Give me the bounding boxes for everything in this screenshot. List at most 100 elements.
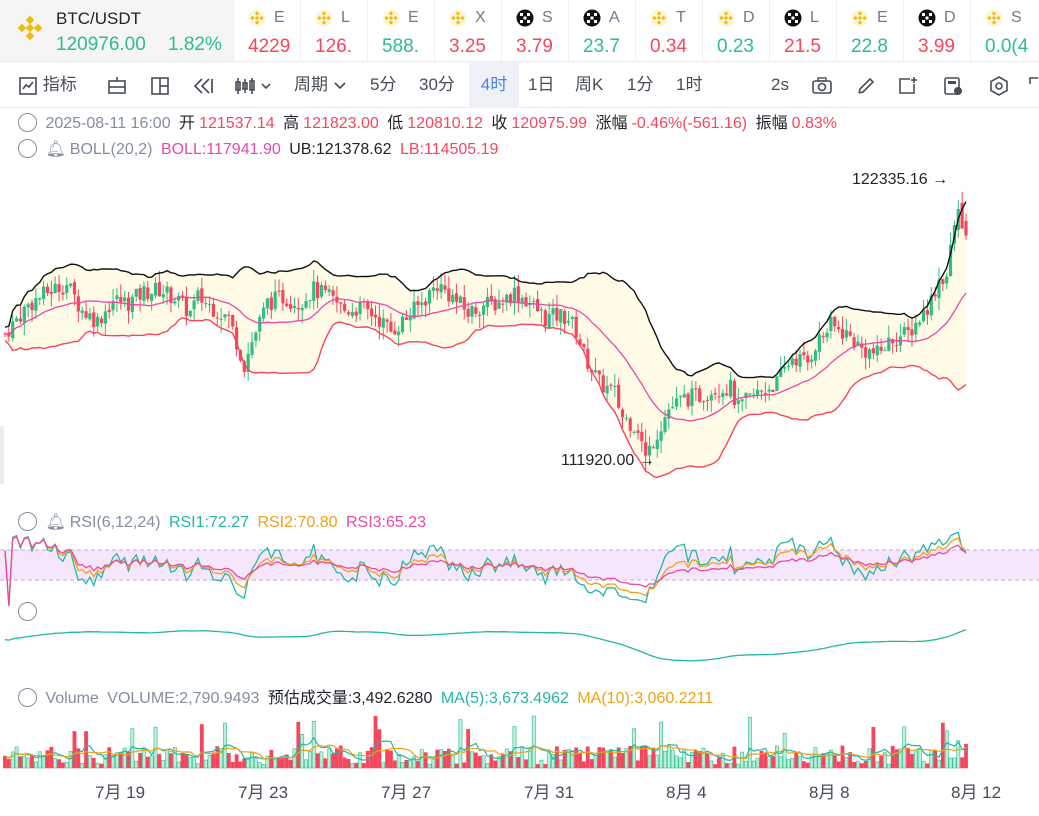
volume-bar: [269, 749, 274, 769]
volume-bar: [848, 752, 853, 769]
period-dropdown[interactable]: 周期: [294, 62, 347, 108]
chart-type-dropdown[interactable]: [234, 62, 272, 108]
ticker-value: 588.: [382, 36, 419, 57]
candle-body: [18, 318, 23, 322]
ticker-item[interactable]: A 23.7: [568, 0, 635, 61]
candle-body: [705, 399, 710, 401]
candle-style-button[interactable]: [106, 62, 128, 108]
candle-body: [61, 292, 65, 295]
ticker-item[interactable]: S 3.79: [501, 0, 568, 61]
candle-body: [99, 318, 104, 324]
volume-bar: [690, 751, 694, 769]
ticker-item[interactable]: T 0.34: [635, 0, 702, 61]
candle-body: [566, 320, 571, 323]
candle-body: [821, 335, 825, 337]
volume-bar: [829, 749, 833, 769]
candle-body: [617, 384, 621, 408]
candle-body: [92, 312, 96, 328]
ticker-item[interactable]: D 0.23: [702, 0, 769, 61]
screenshot-button[interactable]: [811, 62, 833, 108]
candle-body: [732, 380, 737, 406]
x-tick-label: 7月 27: [381, 783, 432, 802]
volume-bar: [809, 753, 814, 769]
interval-5m[interactable]: 5分: [370, 75, 397, 94]
ticker-value: 21.5: [784, 36, 821, 57]
refresh-rate[interactable]: 2s: [771, 75, 789, 94]
candle-body: [725, 393, 729, 396]
binance-icon: [315, 9, 333, 27]
extra-pane-toggle[interactable]: [18, 602, 41, 624]
ticker-item[interactable]: L 126.: [300, 0, 367, 61]
candle-body: [871, 348, 875, 354]
volume-bar: [412, 756, 417, 769]
candle-body: [447, 288, 451, 302]
indicators-button[interactable]: 指标: [18, 62, 77, 108]
candle-body: [752, 394, 756, 396]
candle-body: [431, 287, 435, 291]
ticker-main-btc[interactable]: BTC/USDT 120976.00 1.82%: [0, 0, 233, 61]
volume-bar: [755, 757, 760, 769]
replay-button[interactable]: [192, 62, 214, 108]
boll-lb: LB:114505.19: [399, 141, 499, 158]
bell-icon[interactable]: 🔔︎: [45, 514, 66, 531]
volume-bar: [33, 761, 38, 769]
interval-week[interactable]: 周K: [575, 75, 604, 94]
ticker-item[interactable]: E 4229: [233, 0, 300, 61]
volume-bar: [253, 756, 258, 769]
candle-body: [331, 290, 335, 296]
boll-lower-line: [4, 317, 967, 479]
interval-1d[interactable]: 1日: [528, 75, 555, 94]
draw-button[interactable]: [856, 62, 876, 108]
ticker-item[interactable]: D 3.99: [903, 0, 970, 61]
volume-bar: [929, 749, 934, 769]
pencil-icon: [858, 77, 875, 94]
volume-bar: [879, 755, 883, 769]
add-alert-button[interactable]: [897, 62, 919, 108]
ticker-item[interactable]: E 588.: [367, 0, 434, 61]
candle-body: [300, 308, 304, 311]
volume-value: VOLUME:2,790.9493: [107, 690, 260, 707]
volume-bar: [91, 757, 96, 769]
volume-bar: [786, 759, 791, 769]
volume-bar: [454, 763, 459, 769]
volume-bar: [562, 750, 567, 769]
volume-bar: [543, 764, 548, 769]
interval-1m[interactable]: 1分: [627, 75, 654, 94]
candle-body: [269, 297, 273, 311]
ticker-item[interactable]: S 0.0(4: [970, 0, 1037, 61]
ticker-item[interactable]: X 3.25: [434, 0, 501, 61]
volume-bar: [774, 745, 779, 769]
candle-body: [755, 389, 760, 395]
volume-bar: [80, 763, 85, 769]
sidebar-handle[interactable]: [0, 426, 4, 484]
candle-body: [103, 311, 107, 324]
volume-bar: [686, 762, 691, 769]
candle-body: [308, 300, 312, 302]
fullscreen-button[interactable]: [1028, 62, 1039, 108]
candle-body: [813, 350, 818, 361]
interval-30m[interactable]: 30分: [419, 75, 455, 94]
collapse-chevron-icon[interactable]: [18, 688, 37, 707]
bell-icon[interactable]: 🔔︎: [45, 141, 66, 158]
candle-body: [894, 345, 899, 347]
ticker-item[interactable]: L 21.5: [769, 0, 836, 61]
collapse-chevron-icon[interactable]: [18, 139, 37, 158]
candle-body: [960, 202, 964, 229]
candle-body: [454, 293, 459, 302]
candle-body: [138, 288, 142, 300]
interval-1h[interactable]: 1时: [676, 75, 703, 94]
ticker-item[interactable]: E 22.8: [836, 0, 903, 61]
calculator-button[interactable]: [942, 62, 964, 108]
volume-bar: [605, 750, 609, 769]
expand-chevron-icon[interactable]: [18, 602, 37, 621]
candle-body: [925, 310, 930, 315]
collapse-chevron-icon[interactable]: [18, 512, 37, 531]
volume-bar: [443, 751, 447, 769]
collapse-chevron-icon[interactable]: [18, 113, 37, 132]
interval-4h[interactable]: 4时: [469, 62, 519, 108]
ticker-value: 3.99: [918, 36, 955, 57]
settings-button[interactable]: [988, 62, 1010, 108]
volume-bar: [663, 750, 667, 769]
layout-button[interactable]: [150, 62, 170, 108]
